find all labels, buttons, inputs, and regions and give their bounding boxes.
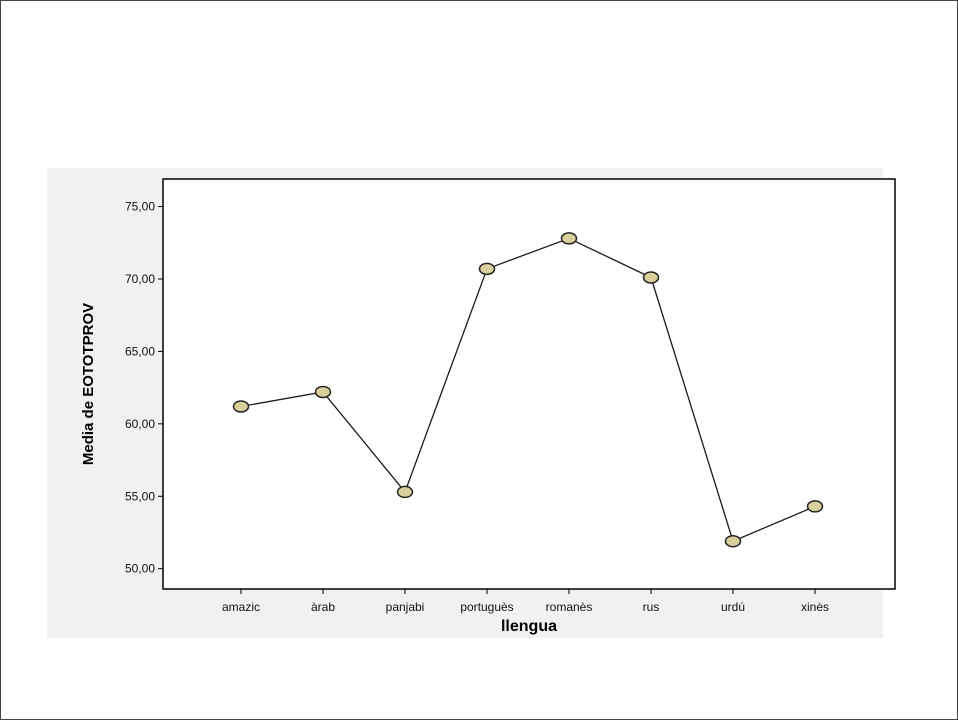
data-point <box>478 262 496 276</box>
data-point <box>314 385 332 399</box>
y-tick-label: 60,00 <box>125 417 155 431</box>
y-axis-ticks: 50,00 55,00 60,00 65,00 70,00 75,00 <box>125 200 163 576</box>
data-point <box>724 534 742 548</box>
x-tick-label: xinès <box>801 600 829 614</box>
y-tick-label: 50,00 <box>125 562 155 576</box>
x-tick-label: àrab <box>311 600 335 614</box>
x-axis-ticks: amazic àrab panjabi portuguès romanès rus urdú… <box>222 589 829 614</box>
x-tick-label: panjabi <box>386 600 425 614</box>
data-point <box>642 271 660 284</box>
data-point <box>396 485 414 499</box>
x-tick-label: portuguès <box>460 600 513 614</box>
data-point <box>806 500 824 513</box>
x-tick-label: amazic <box>222 600 260 614</box>
y-tick-label: 75,00 <box>125 200 155 214</box>
y-tick-label: 65,00 <box>125 344 155 358</box>
data-point <box>560 232 578 245</box>
data-point <box>232 400 250 413</box>
data-markers <box>232 232 824 548</box>
series-line <box>240 237 816 543</box>
x-axis-title: llengua <box>501 618 557 635</box>
y-tick-label: 55,00 <box>125 489 155 503</box>
x-tick-label: urdú <box>721 600 745 614</box>
plot-area <box>162 178 896 590</box>
y-axis-title: Media de EOTOTPROV <box>80 303 97 465</box>
x-tick-label: romanès <box>546 600 593 614</box>
x-tick-label: rus <box>643 600 660 614</box>
y-tick-label: 70,00 <box>125 272 155 286</box>
